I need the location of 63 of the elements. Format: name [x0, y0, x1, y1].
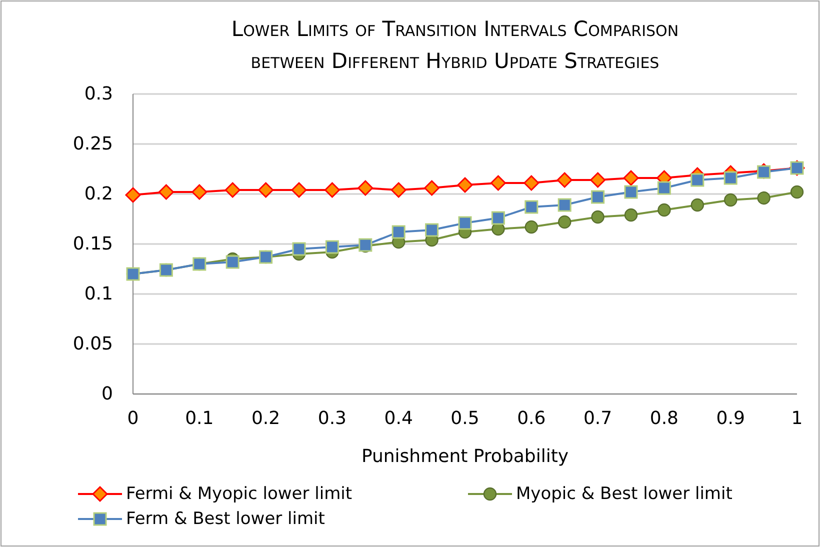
point — [292, 242, 306, 256]
y-tick-label: 0.2 — [84, 184, 113, 204]
x-tick-label: 0.5 — [450, 408, 480, 429]
point — [690, 198, 704, 212]
legend-label: Myopic & Best lower limit — [516, 484, 733, 504]
point — [556, 172, 572, 188]
point — [490, 175, 506, 191]
point — [458, 216, 472, 230]
point — [724, 171, 738, 185]
x-axis-title: Punishment Probability — [361, 446, 569, 467]
x-tick-label: 0.7 — [583, 408, 612, 429]
point — [491, 211, 505, 225]
point — [457, 177, 473, 193]
x-tick-label: 0.8 — [650, 408, 679, 429]
point — [291, 182, 307, 198]
point — [624, 185, 638, 199]
point — [324, 182, 340, 198]
x-tick-label: 0 — [127, 408, 139, 429]
y-tick-label: 0.15 — [72, 234, 113, 254]
point — [657, 181, 671, 195]
x-tick-label: 1 — [791, 408, 803, 429]
point — [192, 184, 208, 200]
point — [158, 184, 174, 200]
point — [591, 190, 605, 204]
point — [624, 208, 638, 222]
point — [424, 180, 440, 196]
point — [724, 193, 738, 207]
legend-label: Ferm & Best lower limit — [126, 509, 326, 529]
point — [524, 220, 538, 234]
point — [226, 255, 240, 269]
point — [757, 191, 770, 205]
chart-title: Lower Limits of Transition Intervals Comparison between Different Hybrid Update Strategies — [231, 17, 679, 73]
point — [325, 240, 339, 254]
y-tick-label: 0 — [102, 384, 113, 404]
point — [258, 182, 274, 198]
x-tick-label: 0.9 — [716, 408, 745, 429]
x-tick-label: 0.4 — [384, 408, 413, 429]
point — [590, 172, 606, 188]
point — [591, 210, 604, 224]
point — [623, 170, 639, 186]
x-tick-label: 0.6 — [517, 408, 546, 429]
point — [658, 203, 671, 217]
y-tick-label: 0.25 — [72, 134, 113, 154]
y-tick-label: 0.3 — [84, 84, 113, 104]
legend-label: Fermi & Myopic lower limit — [126, 484, 352, 504]
x-tick-label: 0.3 — [318, 408, 347, 429]
point — [757, 165, 771, 179]
point — [558, 198, 572, 212]
y-tick-label: 0.05 — [72, 334, 113, 354]
point — [524, 200, 538, 214]
point — [390, 182, 406, 198]
point — [425, 223, 439, 237]
point — [690, 173, 704, 187]
point — [392, 225, 406, 239]
point — [524, 175, 540, 191]
point — [790, 185, 804, 199]
point — [558, 215, 572, 229]
point — [125, 187, 141, 203]
y-tick-label: 0.1 — [84, 284, 113, 304]
x-tick-label: 0.1 — [185, 408, 214, 429]
point — [224, 182, 240, 198]
x-tick-label: 0.2 — [251, 408, 280, 429]
point — [358, 180, 374, 196]
